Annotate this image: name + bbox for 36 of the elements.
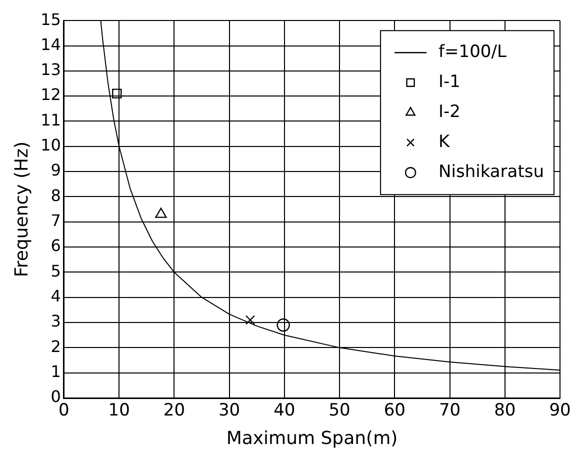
x-tick-label: 90 — [549, 400, 571, 421]
y-axis-title: Frequency (Hz) — [11, 141, 32, 278]
legend-label: f=100/L — [438, 42, 507, 62]
y-tick-label: 13 — [40, 60, 61, 80]
y-tick-label: 12 — [40, 85, 61, 104]
point — [245, 315, 256, 325]
y-tick-label: 2 — [50, 336, 61, 356]
y-tick-label: 4 — [50, 286, 61, 306]
y-tick-label: 5 — [50, 261, 61, 280]
x-tick-label: 60 — [384, 400, 406, 421]
legend-label: K — [438, 132, 451, 152]
y-tick-label: 8 — [50, 186, 61, 205]
y-tick-label: 0 — [50, 387, 61, 406]
x-tick-label: 80 — [494, 400, 516, 421]
y-tick-label: 6 — [50, 236, 61, 256]
y-tick-label: 15 — [40, 10, 61, 29]
point — [112, 88, 122, 98]
legend-label: I-1 — [438, 72, 461, 92]
y-tick-label: 1 — [50, 362, 61, 381]
legend-label: I-2 — [438, 102, 461, 122]
legend-label: Nishikaratsu — [438, 162, 544, 182]
x-tick-label: 10 — [108, 400, 130, 421]
y-tick-label: 3 — [50, 312, 61, 331]
x-axis-title: Maximum Span(m) — [226, 428, 398, 449]
point — [155, 208, 167, 218]
x-tick-label: 30 — [218, 400, 240, 421]
x-tick-label: 50 — [328, 400, 350, 421]
x-tick-label: 70 — [438, 400, 461, 421]
y-tick-label: 11 — [40, 110, 61, 130]
y-tick-label: 7 — [50, 211, 61, 230]
y-tick-label: 10 — [40, 136, 61, 155]
y-tick-label: 9 — [50, 160, 61, 180]
point — [276, 318, 290, 332]
x-tick-label: 20 — [163, 400, 186, 421]
x-tick-label: 40 — [274, 400, 296, 421]
y-tick-label: 14 — [40, 34, 61, 54]
